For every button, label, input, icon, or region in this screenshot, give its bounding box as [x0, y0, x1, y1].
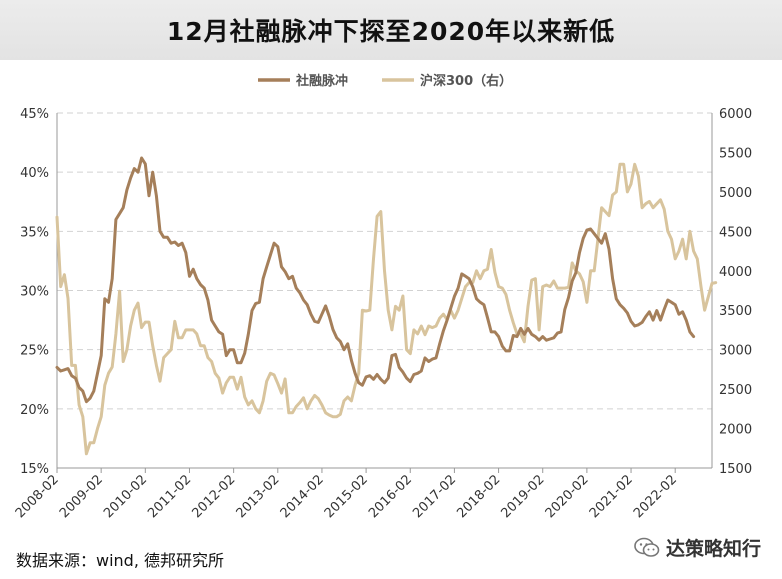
left-tick-label: 45% [20, 107, 49, 122]
x-tick-label: 2021-02 [587, 472, 636, 521]
legend-label: 沪深300（右） [420, 73, 512, 89]
left-tick-label: 15% [20, 462, 49, 477]
data-source-note: 数据来源：wind, 德邦研究所 [16, 551, 225, 570]
wechat-icon [634, 537, 660, 557]
right-axis-ticks: 1500 2000 2500 3000 3500 4000 4500 5000 5500 6000 [719, 107, 752, 477]
series-lines [55, 156, 718, 456]
title-bar: 12月社融脉冲下探至2020年以来新低 [0, 0, 782, 60]
x-tick-label: 2011-02 [145, 472, 194, 521]
series-line-social-financing [55, 156, 696, 404]
left-tick-label: 20% [20, 403, 49, 418]
right-tick-label: 1500 [719, 462, 752, 477]
axes [56, 113, 713, 469]
legend-item-social-financing: 社融脉冲 [258, 73, 348, 89]
left-tick-label: 30% [20, 285, 49, 300]
x-tick-label: 2015-02 [322, 472, 371, 521]
legend-item-csi300: 沪深300（右） [382, 73, 512, 89]
right-tick-label: 5000 [719, 186, 752, 201]
left-tick-label: 40% [20, 166, 49, 181]
right-tick-label: 3500 [719, 304, 752, 319]
grid-lines [57, 112, 712, 410]
x-axis-ticks: 2008-022009-022010-022011-022012-022013-… [13, 468, 680, 521]
right-tick-label: 2000 [719, 423, 752, 438]
watermark: 达策略知行 [634, 534, 761, 561]
x-tick-label: 2013-02 [234, 472, 283, 521]
x-tick-label: 2012-02 [189, 472, 238, 521]
watermark-text: 达策略知行 [666, 538, 762, 560]
x-tick-label: 2022-02 [631, 472, 680, 521]
x-tick-label: 2019-02 [499, 472, 548, 521]
right-tick-label: 5500 [719, 146, 752, 161]
left-tick-label: 25% [20, 344, 49, 359]
right-tick-label: 4500 [719, 225, 752, 240]
left-axis-ticks: 15% 20% 25% 30% 35% 40% 45% [20, 107, 49, 477]
chart-title: 12月社融脉冲下探至2020年以来新低 [166, 17, 616, 46]
x-tick-label: 2018-02 [454, 472, 503, 521]
legend-label: 社融脉冲 [295, 73, 348, 89]
right-tick-label: 4000 [719, 265, 752, 280]
right-tick-label: 2500 [719, 383, 752, 398]
series-line-csi300 [55, 162, 718, 456]
right-tick-label: 3000 [719, 344, 752, 359]
left-tick-label: 35% [20, 225, 49, 240]
legend: 社融脉冲 沪深300（右） [258, 73, 512, 89]
x-tick-label: 2017-02 [410, 472, 459, 521]
x-tick-label: 2020-02 [543, 472, 592, 521]
x-tick-label: 2014-02 [278, 472, 327, 521]
x-tick-label: 2008-02 [13, 472, 62, 521]
x-tick-label: 2010-02 [101, 472, 150, 521]
x-tick-label: 2009-02 [57, 472, 106, 521]
right-tick-label: 6000 [719, 107, 752, 122]
x-tick-label: 2016-02 [366, 472, 415, 521]
